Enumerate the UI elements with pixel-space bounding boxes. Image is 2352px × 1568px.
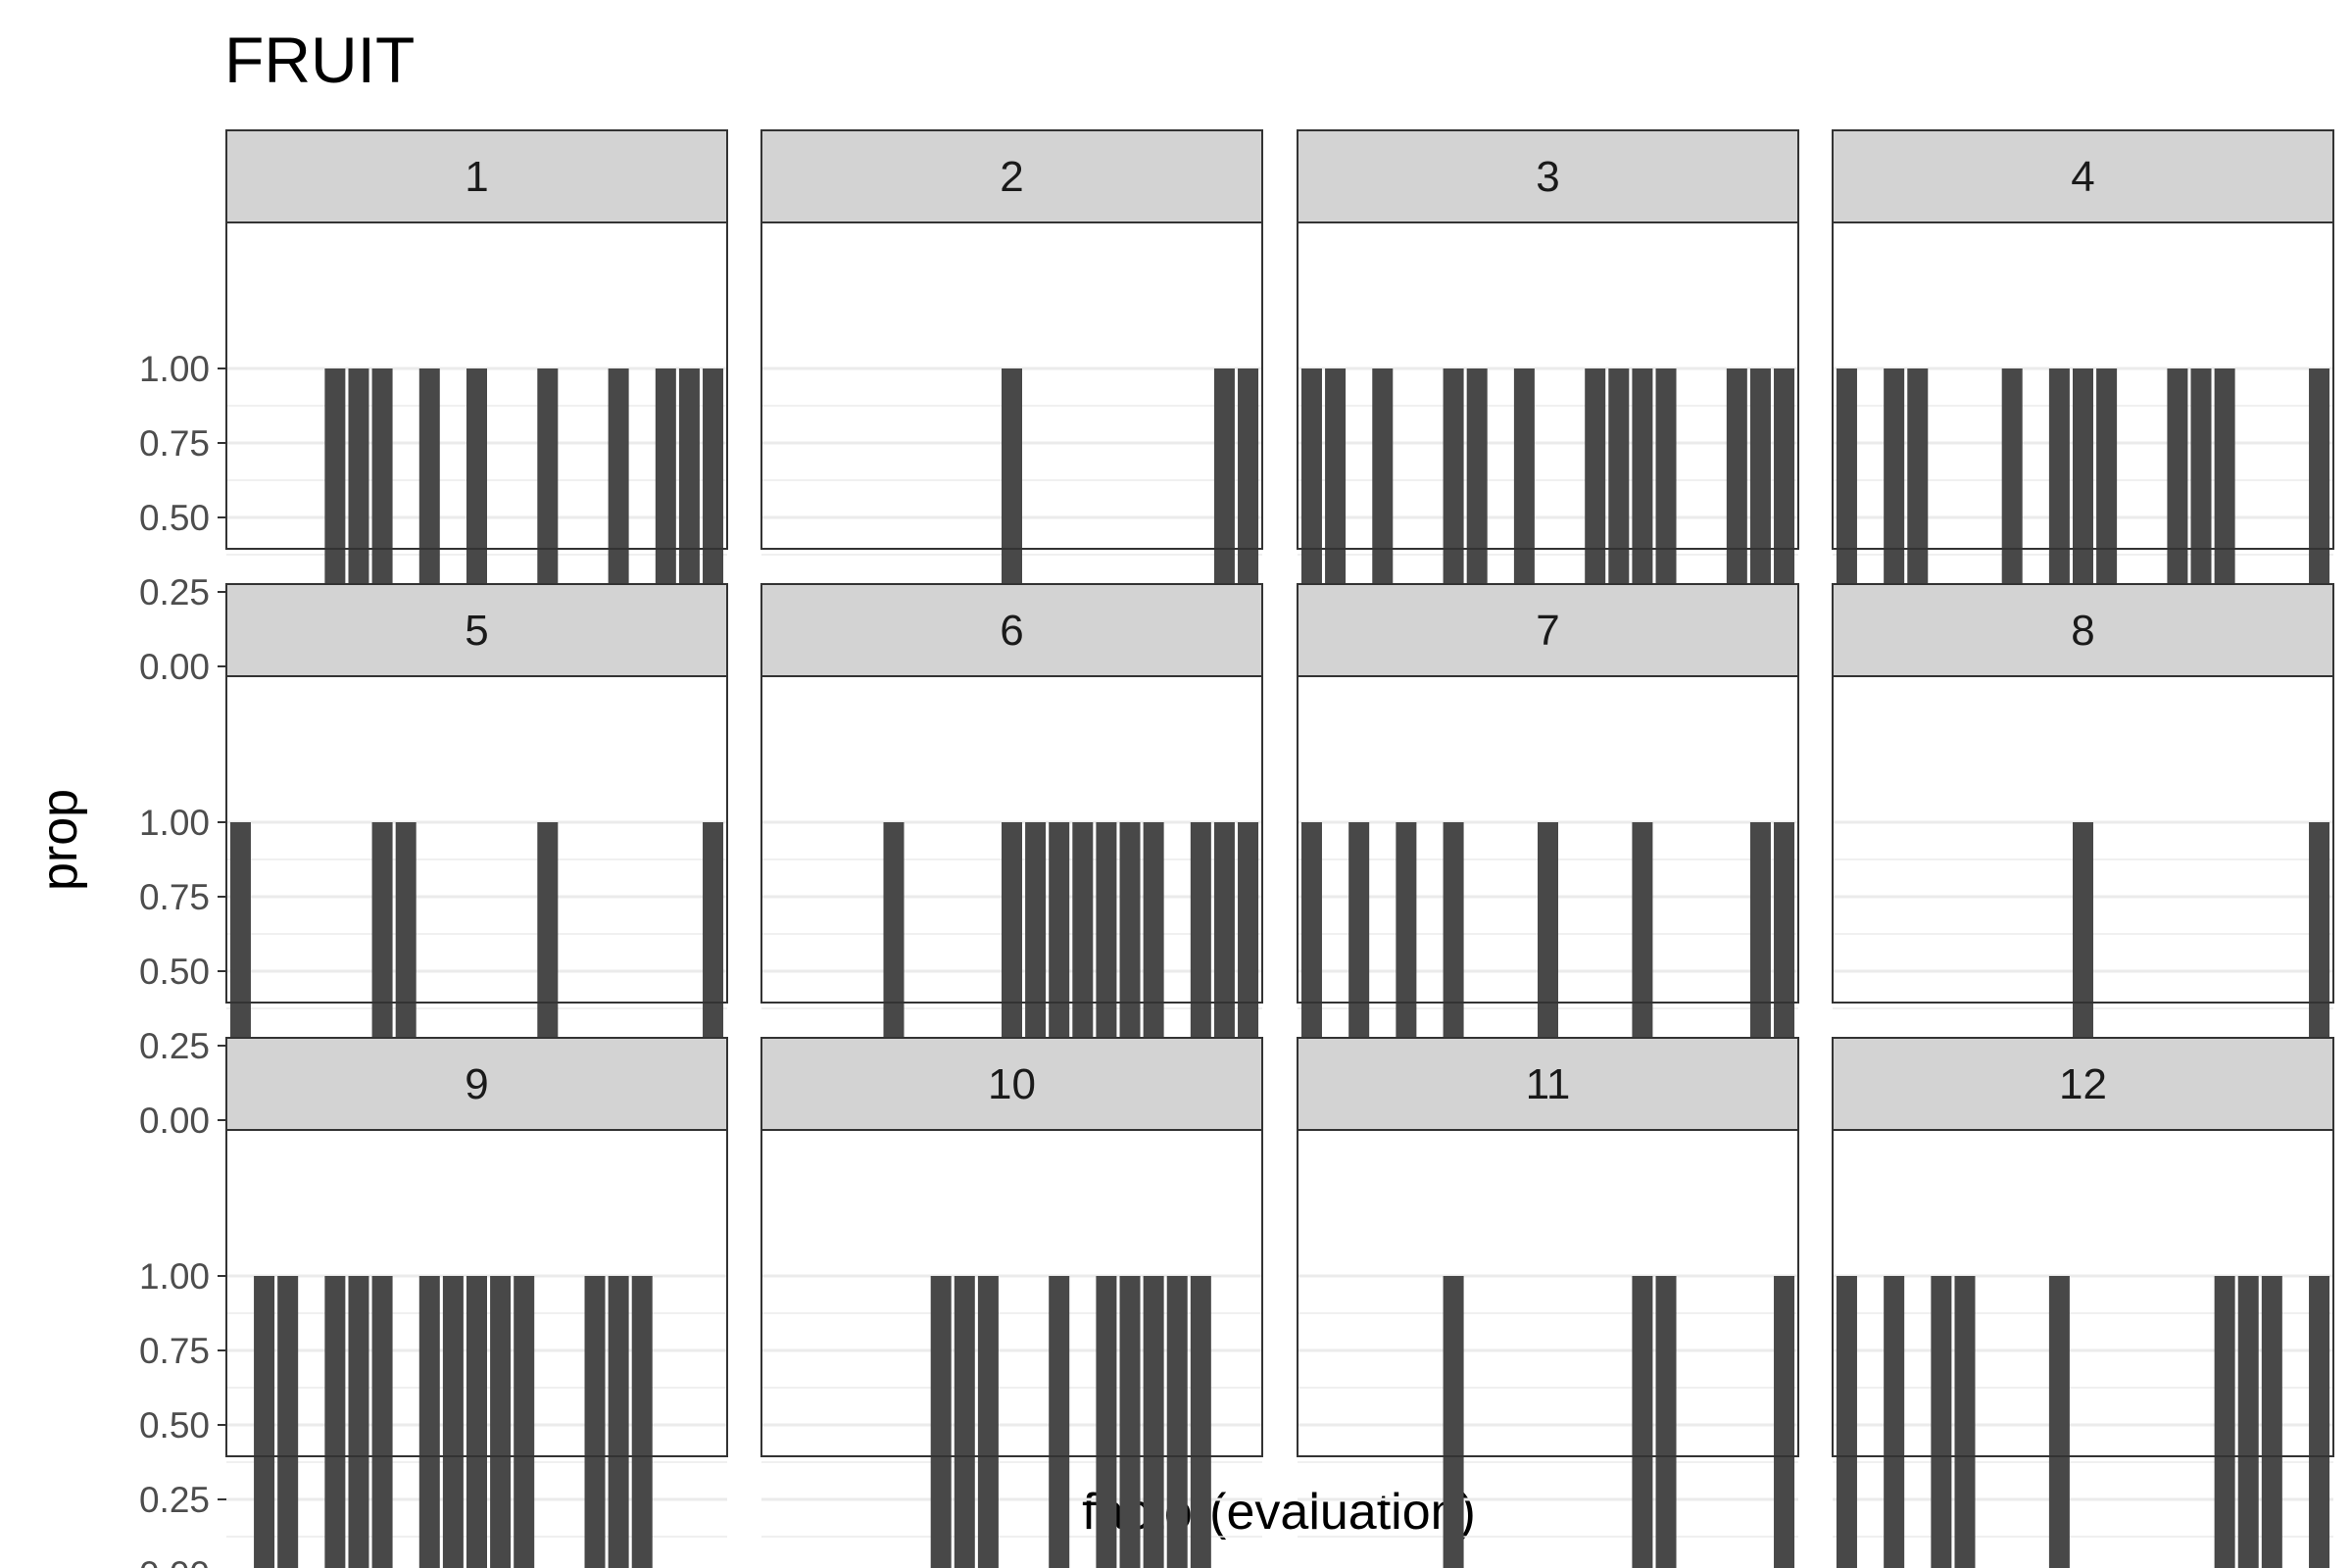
bar (1931, 1276, 1952, 1568)
y-tick-label: 0.50 (139, 1405, 210, 1446)
bar (1774, 1276, 1795, 1568)
bar (490, 1276, 512, 1568)
bar (631, 1276, 653, 1568)
bar (1884, 1276, 1905, 1568)
facet-panel-9: 9 0.00 0.25 0.50 0.75 1.00 (139, 1037, 728, 1568)
facet-panel-5: 5 0.00 0.25 0.50 0.75 1.00 (139, 583, 728, 1141)
y-tick-label: 0.00 (139, 647, 210, 687)
y-tick-label: 0.25 (139, 1480, 210, 1520)
facet-panel-2: 2 (760, 129, 1263, 668)
chart-title: FRUIT (224, 24, 415, 96)
bar (1655, 1276, 1677, 1568)
panel-border (1832, 221, 2334, 550)
facet-panel-10: 10 (760, 1037, 1263, 1568)
panel-border (760, 675, 1263, 1004)
facet-strip-label: 7 (1536, 607, 1559, 655)
y-tick-label: 0.50 (139, 952, 210, 992)
facet-strip-label: 10 (988, 1060, 1036, 1108)
bar (1632, 1276, 1653, 1568)
facet-strip (1832, 583, 2334, 677)
bar (977, 1276, 999, 1568)
bar (1954, 1276, 1976, 1568)
bar (277, 1276, 299, 1568)
facet-strip-label: 4 (2071, 153, 2094, 201)
facet-strip (760, 1037, 1263, 1131)
panel-border (1832, 675, 2334, 1004)
facet-panel-11: 11 (1297, 1037, 1799, 1568)
bar (608, 1276, 629, 1568)
y-tick-label: 0.00 (139, 1554, 210, 1568)
y-tick-label: 0.50 (139, 498, 210, 538)
bar (1096, 1276, 1117, 1568)
y-tick-label: 0.00 (139, 1101, 210, 1141)
bar (1190, 1276, 1211, 1568)
y-tick-label: 0.25 (139, 1026, 210, 1066)
facet-strip (225, 583, 728, 677)
bar (371, 1276, 393, 1568)
x-axis-title: factor(evaluation) (1082, 1484, 1476, 1541)
panel-border (1297, 1129, 1799, 1457)
bar (2214, 1276, 2235, 1568)
bar (1166, 1276, 1188, 1568)
facet-strip-label: 11 (1526, 1060, 1571, 1108)
bar (418, 1276, 440, 1568)
panel-border (760, 221, 1263, 550)
bar (254, 1276, 275, 1568)
bar (2048, 1276, 2070, 1568)
y-tick-label: 0.75 (139, 877, 210, 917)
facet-strip (1832, 129, 2334, 223)
panel-border (1297, 221, 1799, 550)
facet-strip (225, 1037, 728, 1131)
facet-strip-label: 1 (465, 153, 488, 201)
bar (1143, 1276, 1164, 1568)
facet-strip-label: 9 (465, 1060, 488, 1108)
bar (930, 1276, 952, 1568)
facet-strip (1297, 1037, 1799, 1131)
bar (1443, 1276, 1464, 1568)
facet-strip (225, 129, 728, 223)
facet-strip (1297, 129, 1799, 223)
y-tick-label: 1.00 (139, 349, 210, 389)
facet-strip-label: 12 (2059, 1060, 2107, 1108)
bar (348, 1276, 369, 1568)
bar (1119, 1276, 1141, 1568)
bar (324, 1276, 346, 1568)
panel-border (1832, 1129, 2334, 1457)
facet-panel-12: 12 (1832, 1037, 2334, 1568)
panel-border (1297, 675, 1799, 1004)
bar (514, 1276, 535, 1568)
bar (466, 1276, 487, 1568)
y-tick-label: 1.00 (139, 803, 210, 843)
panel-border (225, 1129, 728, 1457)
y-tick-label: 0.25 (139, 572, 210, 612)
y-tick-label: 1.00 (139, 1256, 210, 1297)
bar (2237, 1276, 2259, 1568)
facet-strip (760, 129, 1263, 223)
panel-border (225, 675, 728, 1004)
bar (584, 1276, 606, 1568)
facet-strip-label: 6 (1000, 607, 1023, 655)
y-axis-title: prop (31, 789, 88, 891)
y-tick-label: 0.75 (139, 1331, 210, 1371)
y-tick-label: 0.75 (139, 423, 210, 464)
facet-strip-label: 5 (465, 607, 488, 655)
facet-strip-label: 2 (1000, 153, 1023, 201)
facet-strip-label: 3 (1536, 153, 1559, 201)
facet-strip-label: 8 (2071, 607, 2094, 655)
bar (442, 1276, 464, 1568)
bar (2309, 1276, 2330, 1568)
bar (2261, 1276, 2282, 1568)
facet-strip (1832, 1037, 2334, 1131)
bar (954, 1276, 975, 1568)
facet-panels: 1 0.00 0.25 0.50 0.75 1.00 2 3 4 5 0.00 0.25 0.50 0.7… (139, 129, 2334, 1568)
bar (1836, 1276, 1857, 1568)
facet-strip (1297, 583, 1799, 677)
panel-border (760, 1129, 1263, 1457)
panel-border (225, 221, 728, 550)
bar (1049, 1276, 1070, 1568)
facet-strip (760, 583, 1263, 677)
